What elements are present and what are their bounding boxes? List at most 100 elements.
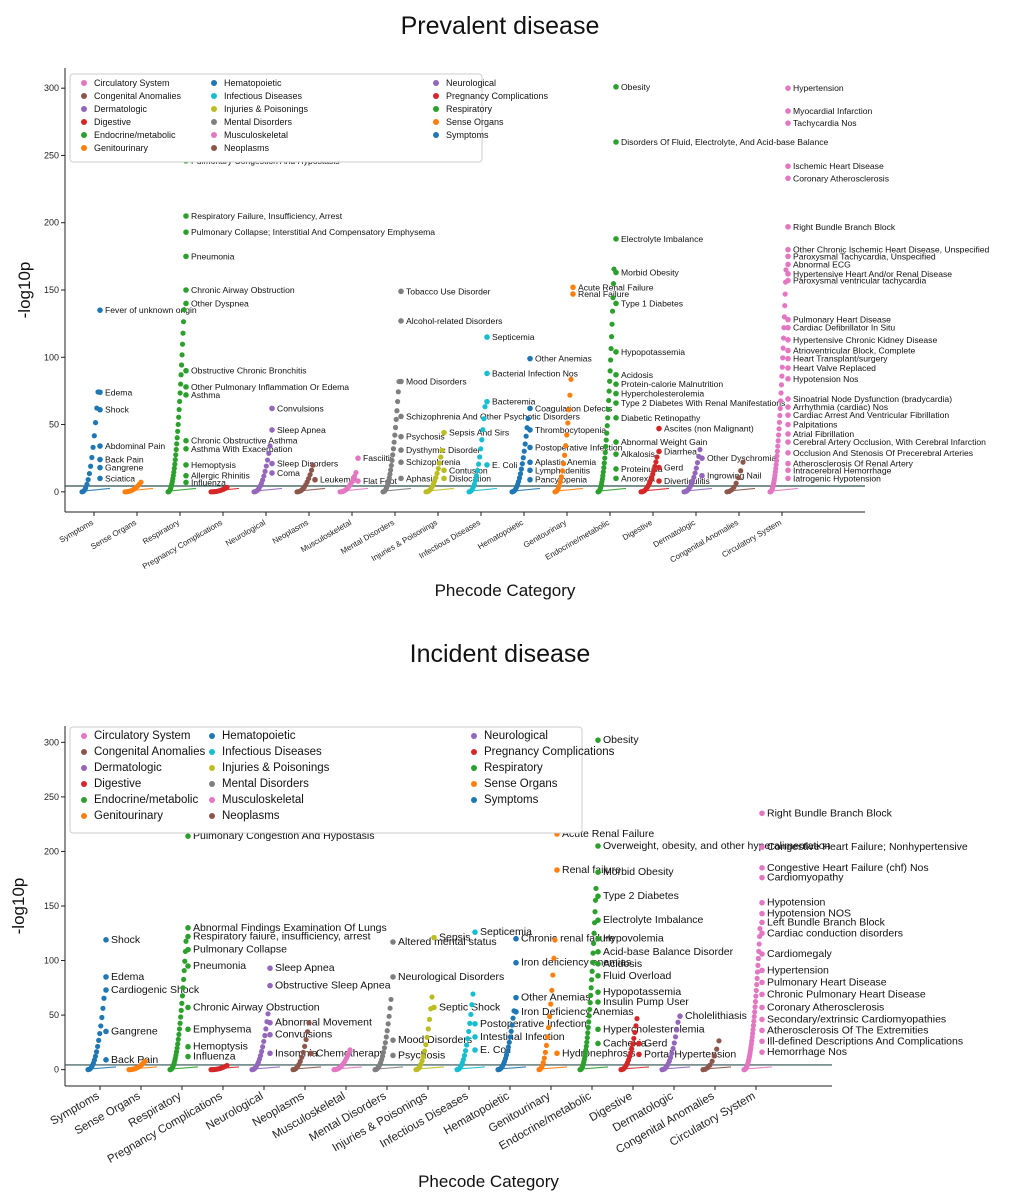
legend: Circulatory System Congenital Anomalies De… [69,726,615,834]
data-point [613,381,619,387]
legend-marker [209,797,215,803]
data-point [478,446,484,452]
data-point [398,433,404,440]
series-neurological: Convulsions Sleep Apnea Sleep DisordersCom… [251,403,338,495]
data-point [595,935,601,942]
point-label: Atrial Fibrillation [793,429,854,439]
data-point [389,457,395,463]
data-point [479,437,485,443]
point-label: Pulmonary Heart Disease [793,315,891,325]
data-point [595,961,601,967]
legend-entry: Infectious Diseases [224,91,303,101]
data-point [527,405,533,412]
data-point [306,1020,312,1026]
data-point [92,1053,99,1059]
y-tick-label: 200 [44,218,59,228]
point-label: Type 1 Diabetes [621,298,683,308]
data-point [183,384,189,390]
data-point [595,737,601,743]
data-point [84,481,90,487]
data-point [138,479,144,485]
legend-entry: Neurological [484,730,548,742]
data-point [462,1048,469,1054]
legend-entry: Pregnancy Complications [446,91,549,101]
data-point [508,1028,514,1034]
point-label: Right Bundle Branch Block [793,222,896,232]
series-congenital-anomalies [724,459,756,495]
data-point [785,475,791,482]
data-point [600,469,606,475]
chart-title: Incident disease [409,640,591,668]
data-point [484,334,490,340]
y-tick-label: 50 [49,420,59,430]
point-label: Coronary Atherosclerosis [767,1001,884,1013]
legend-marker [433,106,439,112]
data-point [103,1057,109,1063]
data-point [392,424,399,431]
data-point [777,405,783,411]
data-point [474,467,481,474]
data-point [607,378,613,384]
point-label: Pulmonary Collapse; Interstitial And Com… [191,227,435,237]
data-point [610,281,617,287]
legend-marker [471,781,477,787]
point-label: Hypotension NOS [767,908,851,920]
data-point [609,308,616,314]
point-label: Tobacco Use Disorder [406,286,491,296]
point-label: Proteinuria [621,464,663,474]
series-hematopoietic: Chronic renal failure Iron deficiency ane… [495,933,634,1073]
x-tick-label: Neoplasms [271,518,310,546]
data-point [171,465,177,471]
data-point [470,991,476,997]
data-point [93,1049,100,1055]
data-point [550,972,556,978]
legend-entry: Mental Disorders [224,117,293,127]
point-label: Ingrowing Nail [707,471,762,481]
y-tick-label: 200 [44,846,59,856]
data-point [312,476,318,483]
data-point [175,428,181,434]
series-neoplasms: Leukemia [294,462,357,495]
data-point [759,1027,765,1034]
point-label: Intracerebral Hemorrhage [793,465,892,475]
data-point [513,935,519,942]
legend-entry: Dermatologic [94,104,148,114]
data-point [476,461,482,467]
series-endocrine-metabolic: Obesity Disorders Of Fluid, Electrolyte, … [595,82,829,495]
data-point [472,1047,478,1053]
data-point [382,1040,388,1046]
data-point [785,277,791,284]
point-label: Obesity [621,82,651,92]
point-label: Mood Disorders [398,1034,472,1046]
data-point [785,396,791,402]
point-label: Overweight, obesity, and other hyperalim… [603,840,831,852]
point-label: Obesity [603,734,639,746]
point-label: Cardiomegaly [767,948,833,960]
data-point [527,476,533,483]
data-point [480,427,486,433]
data-point [390,939,396,945]
legend-marker [211,119,217,125]
data-point [592,909,598,915]
data-point [267,1050,273,1057]
series-infectious-diseases: Septicemia Bacterial Infection Nos Bactere… [466,332,578,495]
data-point [267,1031,273,1038]
y-axis-label: -log10p [15,262,34,319]
legend-entry: Neoplasms [222,810,280,822]
data-point [754,975,760,981]
point-label: Atherosclerosis Of The Extremities [767,1024,928,1036]
point-label: Heart Valve Replaced [793,363,876,373]
data-point [776,419,783,425]
data-point [304,1029,311,1035]
point-label: Intestinal Infection [480,1031,565,1043]
data-point [527,444,533,451]
data-point [674,1027,680,1033]
data-point [750,1022,757,1029]
data-point [183,300,189,307]
point-label: Contusion [449,465,488,475]
point-label: Arrhythmia (cardiac) Nos [793,402,888,412]
legend-entry: Injuries & Poisonings [224,104,309,114]
data-point [99,1014,105,1021]
data-point [91,433,97,439]
